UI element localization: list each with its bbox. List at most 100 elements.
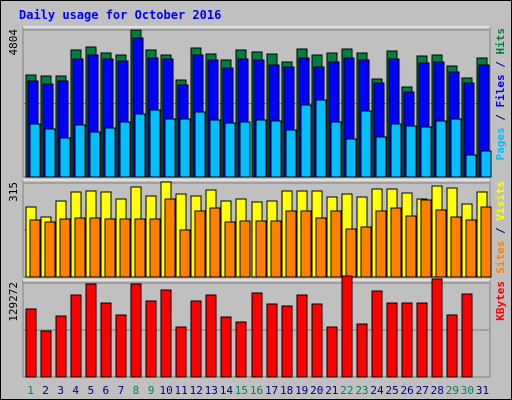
x-tick-label-12: 12 [190, 384, 203, 397]
x-tick-label-6: 6 [103, 384, 110, 397]
visits-panel-series-label: Sites / Visits [494, 181, 507, 274]
visits-panel-bar-sites-28 [435, 209, 447, 278]
visits-panel-bar-sites-21 [330, 210, 342, 278]
visits-panel-bar-sites-24 [375, 210, 387, 278]
visits-panel-bar-sites-22 [345, 228, 357, 278]
x-tick-label-2: 2 [42, 384, 49, 397]
kbytes-panel-ymax-label: 129272 [7, 282, 20, 322]
visits-panel-bar-sites-3 [59, 218, 71, 278]
kbytes-panel-bar-kbytes-30 [461, 293, 473, 378]
visits-panel-bar-sites-6 [104, 218, 116, 278]
visits-panel-bar-sites-29 [450, 216, 462, 278]
visits-panel-bar-sites-2 [44, 221, 56, 278]
kbytes-panel-bar-kbytes-27 [416, 302, 428, 378]
kbytes-panel-bar-kbytes-17 [266, 303, 278, 378]
visits-panel-bar-sites-18 [285, 210, 297, 278]
kbytes-panel-bar-kbytes-9 [145, 300, 157, 378]
visits-panel-bar-sites-10 [164, 198, 176, 278]
visits-panel-bar-sites-26 [405, 215, 417, 278]
x-tick-label-29: 29 [446, 384, 459, 397]
kbytes-panel-series-label: KBytes [494, 281, 507, 321]
x-tick-label-28: 28 [431, 384, 444, 397]
visits-panel-ymax-label: 315 [7, 182, 20, 202]
kbytes-panel-bar-kbytes-5 [85, 283, 97, 378]
x-tick-label-4: 4 [72, 384, 79, 397]
visits-panel-bar-sites-11 [179, 229, 191, 278]
visits-panel-bar-sites-20 [315, 217, 327, 278]
hits-panel-bar-pages-7 [119, 121, 131, 178]
kbytes-panel-bar-kbytes-8 [130, 283, 142, 378]
kbytes-panel-series-label-part-0: KBytes [494, 281, 507, 321]
hits-panel-bar-pages-1 [29, 123, 41, 178]
visits-panel-bar-sites-9 [149, 218, 161, 278]
x-tick-label-15: 15 [235, 384, 248, 397]
visits-panel-bar-sites-16 [255, 220, 267, 278]
hits-panel-bar-pages-4 [74, 124, 86, 178]
hits-panel-bar-pages-30 [465, 154, 477, 178]
hits-panel-bar-pages-18 [285, 129, 297, 178]
visits-panel-bar-sites-27 [420, 199, 432, 278]
hits-panel: 4804 Pages / Files / Hits [7, 26, 507, 178]
hits-panel-bar-pages-13 [209, 119, 221, 178]
hits-panel-bar-pages-2 [44, 128, 56, 178]
x-tick-label-25: 25 [385, 384, 398, 397]
visits-panel-bar-sites-19 [300, 210, 312, 278]
hits-panel-bar-pages-27 [420, 126, 432, 178]
hits-panel-bar-pages-8 [134, 113, 146, 178]
x-tick-label-23: 23 [355, 384, 368, 397]
kbytes-panel-bar-kbytes-24 [371, 290, 383, 378]
hits-panel-bar-pages-5 [89, 131, 101, 178]
x-tick-label-7: 7 [118, 384, 125, 397]
hits-panel-bar-pages-23 [360, 110, 372, 178]
kbytes-panel-bar-kbytes-16 [251, 292, 263, 378]
visits-panel-bar-sites-12 [194, 210, 206, 278]
kbytes-panel-bar-kbytes-6 [100, 302, 112, 378]
visits-panel-bar-sites-30 [465, 219, 477, 278]
hits-panel-bar-pages-12 [194, 111, 206, 178]
kbytes-panel-bar-kbytes-23 [356, 323, 368, 378]
kbytes-panel-bar-kbytes-21 [326, 326, 338, 378]
hits-panel-bar-pages-31 [480, 150, 492, 178]
hits-panel-series-label-part-3: / [494, 55, 507, 75]
x-tick-label-8: 8 [133, 384, 140, 397]
kbytes-panel-bar-kbytes-26 [401, 302, 413, 378]
kbytes-panel-bar-kbytes-7 [115, 314, 127, 378]
kbytes-panel-bar-kbytes-14 [220, 316, 232, 378]
kbytes-panel-bar-kbytes-2 [40, 330, 52, 378]
hits-panel-ymax-label: 4804 [7, 29, 20, 56]
kbytes-panel-bar-kbytes-12 [190, 300, 202, 378]
visits-panel-bar-sites-23 [360, 226, 372, 278]
visits-panel-series-label-part-0: Sites [494, 241, 507, 274]
visits-panel-bar-sites-5 [89, 217, 101, 278]
kbytes-panel-bar-kbytes-1 [25, 308, 37, 378]
hits-panel-bar-pages-11 [179, 118, 191, 178]
visits-panel-bar-sites-31 [480, 206, 492, 278]
kbytes-panel-bar-kbytes-13 [205, 294, 217, 378]
kbytes-panel-bar-kbytes-29 [446, 314, 458, 378]
x-tick-label-26: 26 [401, 384, 414, 397]
visits-panel-series-label-part-1: / [494, 221, 507, 241]
hits-panel-bar-pages-17 [270, 120, 282, 178]
visits-panel-bar-sites-15 [239, 220, 251, 278]
kbytes-panel-bar-kbytes-22 [341, 275, 353, 378]
hits-panel-bar-pages-26 [405, 125, 417, 178]
hits-panel-series-label-part-0: Pages [494, 127, 507, 160]
hits-panel-series-label-part-4: Hits [494, 28, 507, 55]
x-tick-label-3: 3 [57, 384, 64, 397]
kbytes-panel-bar-kbytes-10 [160, 289, 172, 378]
hits-panel-bar-pages-25 [390, 123, 402, 178]
visits-panel-bar-sites-8 [134, 218, 146, 278]
x-tick-label-18: 18 [280, 384, 293, 397]
visits-panel-bar-sites-25 [390, 207, 402, 278]
x-tick-label-13: 13 [205, 384, 218, 397]
hits-panel-bar-pages-20 [315, 99, 327, 178]
kbytes-panel-bar-kbytes-25 [386, 302, 398, 378]
visits-panel-bar-sites-7 [119, 218, 131, 278]
x-tick-label-31: 31 [476, 384, 489, 397]
x-tick-label-17: 17 [265, 384, 278, 397]
x-tick-label-20: 20 [310, 384, 323, 397]
hits-panel-bar-pages-24 [375, 136, 387, 178]
x-tick-label-1: 1 [27, 384, 34, 397]
kbytes-panel-bar-kbytes-28 [431, 278, 443, 378]
visits-panel-bar-sites-4 [74, 217, 86, 278]
